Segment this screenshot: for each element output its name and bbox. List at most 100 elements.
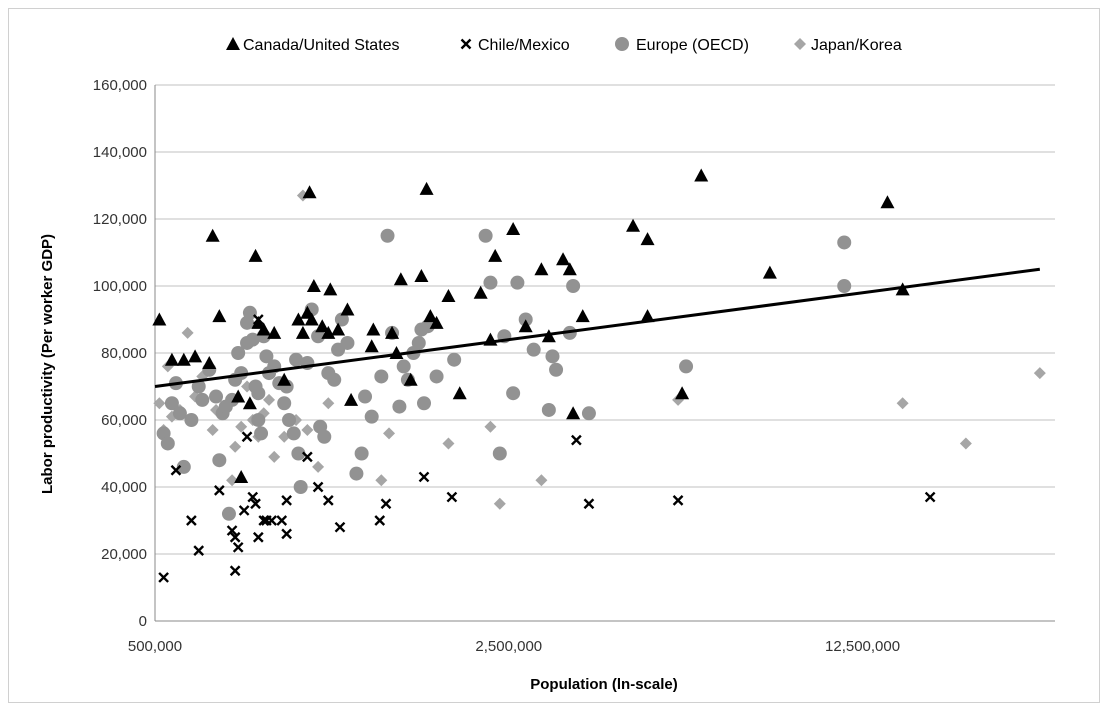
data-point <box>304 312 319 326</box>
data-point <box>322 495 334 506</box>
y-tick-label: 120,000 <box>93 211 147 228</box>
data-point <box>429 315 444 329</box>
y-tick-label: 140,000 <box>93 144 147 161</box>
data-point <box>254 426 269 441</box>
data-point <box>191 379 206 394</box>
data-point <box>380 498 392 510</box>
data-point <box>241 431 253 443</box>
data-point <box>238 505 250 516</box>
legend-marker <box>460 38 472 50</box>
data-point <box>679 359 694 374</box>
data-point <box>452 386 467 400</box>
series-circle <box>156 228 852 521</box>
data-point <box>672 495 684 506</box>
y-axis-title: Labor productivity (Per worker GDP) <box>39 234 56 494</box>
data-point <box>473 285 488 299</box>
data-point <box>414 268 429 282</box>
trendline <box>154 267 1041 388</box>
data-point <box>281 528 292 540</box>
series-triangle <box>152 168 910 483</box>
data-point <box>176 459 191 474</box>
axes <box>154 85 1055 622</box>
data-point <box>640 232 655 246</box>
data-point <box>184 413 199 427</box>
data-point <box>232 541 244 553</box>
data-point <box>251 315 266 329</box>
data-point <box>291 312 306 326</box>
data-point <box>571 434 582 446</box>
data-point <box>164 396 179 411</box>
data-point <box>259 349 274 364</box>
data-point <box>403 372 418 386</box>
data-point <box>312 481 324 493</box>
y-tick-label: 160,000 <box>93 77 147 94</box>
y-tick-label: 60,000 <box>101 412 147 429</box>
data-point <box>493 497 506 510</box>
data-point <box>484 420 497 433</box>
data-point <box>447 352 462 367</box>
data-point <box>331 322 346 336</box>
x-axis-ticks: 500,000 2,500,000 12,500,000 <box>128 638 900 655</box>
data-point <box>252 531 264 543</box>
data-point <box>234 469 249 483</box>
data-point <box>248 248 263 262</box>
data-point <box>880 195 895 209</box>
data-point <box>375 474 388 487</box>
data-point <box>837 279 852 293</box>
data-point <box>349 466 364 481</box>
data-point <box>221 506 236 521</box>
data-point <box>301 424 314 437</box>
data-point <box>581 406 596 421</box>
data-point <box>393 272 408 286</box>
data-point <box>176 352 191 366</box>
data-point <box>312 460 325 473</box>
data-point <box>158 572 169 583</box>
legend-marker <box>615 37 629 51</box>
legend-label: Canada/United States <box>243 37 400 54</box>
legend-marker <box>794 38 806 50</box>
data-point <box>302 451 313 463</box>
data-point <box>251 386 266 401</box>
legend-marker <box>226 37 240 50</box>
data-point <box>195 392 210 407</box>
data-point <box>374 515 386 526</box>
data-point <box>423 309 438 323</box>
data-point <box>212 309 227 323</box>
data-point <box>1033 367 1046 380</box>
data-point <box>417 396 432 411</box>
data-point <box>478 228 493 243</box>
legend-label: Europe (OECD) <box>636 37 749 54</box>
data-point <box>226 474 239 487</box>
data-point <box>518 319 533 333</box>
data-point <box>556 252 571 266</box>
data-point <box>286 426 301 441</box>
data-point <box>392 399 407 414</box>
data-point <box>231 346 246 360</box>
trendline-group <box>154 267 1041 388</box>
x-axis-title: Population (ln-scale) <box>530 676 678 693</box>
data-point <box>354 446 369 461</box>
grid-lines <box>155 84 1055 555</box>
data-point <box>420 319 435 334</box>
data-point <box>281 495 292 506</box>
data-point <box>235 420 248 433</box>
data-point <box>541 402 556 417</box>
data-point <box>266 515 277 526</box>
data-point <box>366 322 381 336</box>
legend-label: Japan/Korea <box>811 37 902 54</box>
data-point <box>229 531 241 543</box>
y-tick-label: 0 <box>139 613 147 630</box>
data-point <box>575 309 590 323</box>
data-point <box>160 436 175 451</box>
data-point <box>209 389 224 404</box>
data-point <box>229 440 242 453</box>
data-point <box>153 397 166 410</box>
data-point <box>213 485 225 496</box>
data-point <box>188 349 203 363</box>
data-point <box>446 491 458 503</box>
data-point <box>640 309 655 323</box>
data-point <box>186 515 197 526</box>
data-point <box>258 515 270 526</box>
data-point <box>566 279 581 293</box>
data-point <box>380 228 395 243</box>
